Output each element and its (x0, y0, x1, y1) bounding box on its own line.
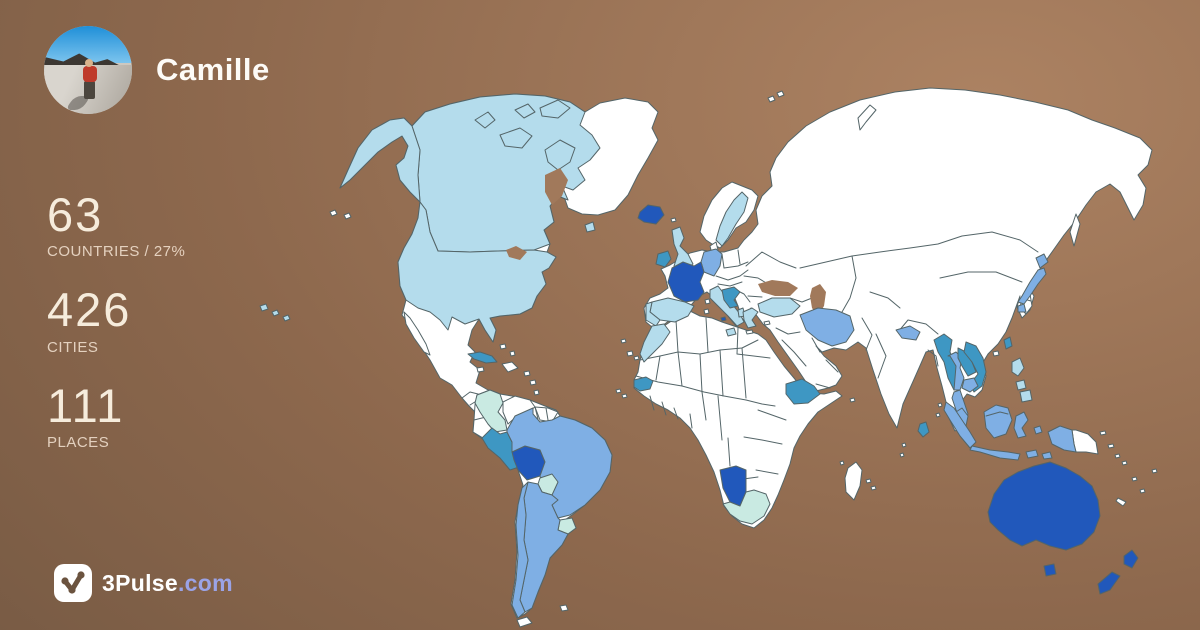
jamaica (476, 366, 485, 373)
country-portugal[interactable] (645, 301, 661, 327)
indian-ocean-islands (839, 397, 907, 491)
landmass-baja (403, 311, 431, 356)
hainan (992, 350, 1000, 357)
stat-countries-value: 63 (47, 188, 104, 241)
black-sea (758, 280, 798, 296)
stat-places-value: 111 (47, 378, 125, 432)
country-united-kingdom[interactable] (671, 226, 694, 271)
logo-name: 3Pulse (102, 569, 178, 596)
country-south-africa[interactable] (722, 489, 771, 525)
stat-cities-label: CITIES (47, 338, 99, 356)
logo-text: 3Pulse.com (102, 570, 233, 597)
pacific-islands (1099, 430, 1158, 494)
avatar[interactable] (44, 26, 132, 114)
stats-panel: 63 COUNTRIES / 27% 426 CITIES 111 PLACES (47, 190, 185, 476)
profile-name: Camille (156, 52, 270, 87)
country-indonesia-papua[interactable] (1047, 425, 1077, 453)
country-japan[interactable] (1017, 253, 1049, 313)
molecule-check-icon (61, 571, 85, 594)
country-australia-tasmania[interactable] (1043, 563, 1057, 577)
country-morocco[interactable] (639, 323, 671, 363)
crete-cyprus (745, 320, 771, 335)
country-cambodia[interactable] (961, 377, 979, 393)
country-australia[interactable] (987, 461, 1101, 551)
country-usa-hawaii[interactable] (259, 303, 291, 322)
great-lakes (506, 246, 527, 260)
avatar-sky (44, 26, 132, 63)
country-turkey[interactable] (757, 297, 801, 318)
country-croatia[interactable] (721, 286, 741, 309)
canary-madeira (620, 338, 640, 361)
madagascar (844, 461, 863, 501)
country-indonesia-borneo[interactable] (983, 404, 1013, 439)
country-malta[interactable] (720, 316, 727, 322)
country-sweden[interactable] (715, 191, 749, 247)
svalbard (767, 90, 785, 103)
country-philippines[interactable] (1011, 357, 1033, 403)
landmass-tierra-del-fuego (516, 616, 533, 628)
country-italy-sicily[interactable] (725, 327, 737, 337)
cape-verde (615, 388, 628, 399)
logo-tld: .com (177, 569, 233, 596)
country-iran[interactable] (799, 307, 855, 347)
country-cuba[interactable] (467, 351, 498, 364)
country-indonesia-lesser-sunda[interactable] (1025, 425, 1053, 460)
country-canada-newfoundland[interactable] (584, 221, 596, 233)
country-chile[interactable] (511, 481, 529, 619)
visited-countries-layer (259, 93, 1139, 619)
country-taiwan[interactable] (1003, 336, 1013, 350)
country-indonesia-java[interactable] (969, 445, 1021, 461)
borneo-malaysia-border (985, 411, 1009, 417)
country-usa[interactable] (397, 201, 557, 343)
country-nepal[interactable] (895, 325, 921, 341)
country-usa-alaska[interactable] (339, 117, 421, 203)
hispaniola (501, 361, 519, 373)
avatar-person-head (85, 59, 94, 68)
site-logo[interactable]: 3Pulse.com (54, 564, 233, 602)
country-greece[interactable] (742, 307, 759, 329)
aleutians (329, 209, 352, 220)
country-sri-lanka[interactable] (917, 421, 930, 438)
hudson-bay (545, 168, 568, 205)
sakhalin (1069, 213, 1081, 247)
stat-countries-label: COUNTRIES / 27% (47, 243, 186, 261)
country-canada-arctic[interactable] (474, 99, 576, 171)
country-iceland[interactable] (637, 204, 665, 225)
border-lines-layer (461, 231, 1039, 481)
stat-places-label: PLACES (47, 434, 110, 452)
novaya-zemlya (857, 104, 877, 131)
country-canada[interactable] (411, 93, 601, 253)
bahamas (499, 343, 516, 357)
stat-countries: 63 COUNTRIES / 27% (47, 188, 186, 261)
country-senegal[interactable] (633, 376, 654, 392)
faroe (670, 217, 677, 223)
avatar-person-torso (82, 66, 97, 83)
stat-cities-value: 426 (47, 283, 132, 337)
lesser-antilles (523, 370, 540, 396)
corsica-sardinia (703, 298, 711, 315)
andaman (935, 402, 943, 418)
country-vietnam[interactable] (963, 341, 987, 393)
country-ireland[interactable] (655, 250, 672, 268)
stat-places: 111 PLACES (47, 378, 185, 452)
country-france[interactable] (667, 261, 705, 303)
logo-badge (54, 564, 92, 602)
country-ethiopia[interactable] (785, 378, 821, 405)
country-new-zealand[interactable] (1097, 549, 1139, 595)
country-indonesia-sulawesi[interactable] (1013, 411, 1029, 439)
avatar-person-legs (84, 81, 96, 100)
profile-header: Camille (44, 26, 270, 114)
stat-cities: 426 CITIES (47, 283, 185, 356)
country-indonesia-sumatra[interactable] (943, 401, 977, 449)
landmass-africa (633, 309, 843, 529)
new-caledonia (1115, 497, 1127, 507)
country-colombia[interactable] (474, 389, 508, 433)
country-brazil[interactable] (506, 407, 613, 519)
falkland-islands (559, 604, 569, 612)
